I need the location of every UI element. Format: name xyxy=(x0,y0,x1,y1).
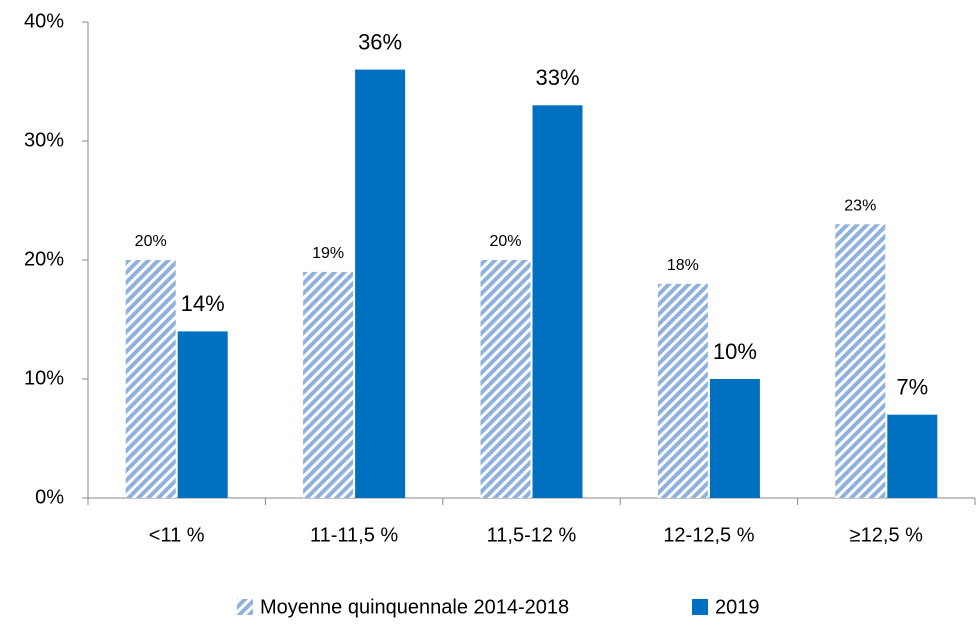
bar xyxy=(835,224,886,499)
legend-swatch xyxy=(237,599,253,615)
data-label: 20% xyxy=(135,233,167,250)
data-label: 23% xyxy=(844,198,876,215)
data-label: 14% xyxy=(181,291,225,316)
y-tick-label: 30% xyxy=(24,129,64,151)
x-tick-label: <11 % xyxy=(149,524,205,546)
data-label: 18% xyxy=(667,257,699,274)
bar xyxy=(887,414,938,498)
data-label: 19% xyxy=(312,245,344,262)
data-label: 36% xyxy=(358,29,402,54)
data-label: 33% xyxy=(535,65,579,90)
legend-swatch xyxy=(692,599,708,615)
y-tick-label: 40% xyxy=(24,10,64,32)
bar xyxy=(125,260,176,498)
data-label: 20% xyxy=(489,233,521,250)
bar xyxy=(657,283,708,498)
bar xyxy=(709,379,760,498)
x-tick-label: ≥12,5 % xyxy=(850,524,923,546)
bar xyxy=(532,105,583,499)
bar xyxy=(355,69,406,498)
y-tick-label: 20% xyxy=(24,248,64,270)
x-tick-label: 12-12,5 % xyxy=(663,524,754,546)
bar xyxy=(303,271,354,498)
data-label: 10% xyxy=(713,339,757,364)
y-tick-label: 10% xyxy=(24,367,64,389)
x-tick-label: 11,5-12 % xyxy=(487,524,577,546)
y-tick-label: 0% xyxy=(35,486,64,508)
x-tick-label: 11-11,5 % xyxy=(310,524,398,546)
bar xyxy=(480,260,531,498)
legend-label: Moyenne quinquennale 2014-2018 xyxy=(260,596,569,618)
bar xyxy=(177,331,228,498)
legend-label: 2019 xyxy=(715,596,760,618)
data-label: 7% xyxy=(896,375,928,400)
